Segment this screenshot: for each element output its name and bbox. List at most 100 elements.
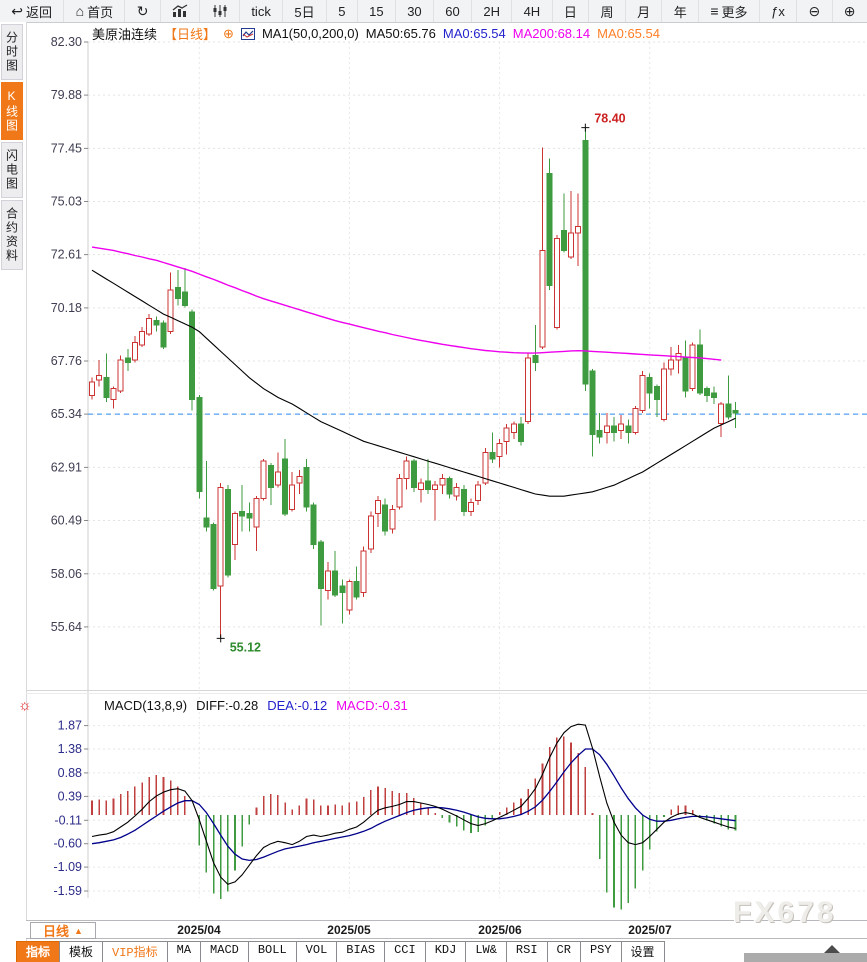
svg-text:67.76: 67.76 [51,354,82,368]
back-button[interactable]: ↩ 返回 [0,0,65,22]
date-axis-row: 日线 ▲ 2025/04 2025/05 2025/06 2025/07 [26,920,867,939]
home-icon: ⌂ [75,3,85,19]
home-button[interactable]: ⌂ 首页 [64,0,126,22]
add-indicator-icon[interactable]: ⊕ [223,25,234,41]
svg-text:-0.60: -0.60 [54,837,83,851]
svg-text:55.64: 55.64 [51,620,82,634]
macd-header: MACD(13,8,9) DIFF:-0.28 DEA:-0.12 MACD:-… [104,698,408,713]
refresh-button[interactable]: ↻ [125,0,161,22]
ma50-value: MA50:65.76 [365,26,436,41]
symbol-name: 美原油连续 [92,27,158,42]
svg-text:65.34: 65.34 [51,407,82,421]
watermark: FX678 [733,896,837,929]
svg-text:-1.09: -1.09 [54,860,83,874]
tab-kline-chart[interactable]: K线图 [1,82,23,140]
toolbar-item-label: 年 [673,4,687,20]
tick-button[interactable]: tick [240,0,284,22]
toolbar-item-label: 4H [523,3,541,19]
tab-flash-chart[interactable]: 闪电图 [1,142,23,198]
period-60-button[interactable]: 60 [434,0,473,22]
tab-macd[interactable]: MACD [200,941,249,962]
toolbar-item-label: 日 [563,4,577,20]
toolbar-item-label: 周 [600,4,614,20]
svg-text:75.03: 75.03 [51,195,82,209]
toolbar-item-label: 5 [338,3,346,19]
chart-header: 美原油连续 【日线】 ⊕ MA1(50,0,200,0) MA50:65.76 … [92,24,660,43]
svg-text:79.88: 79.88 [51,88,82,102]
candlestick-button[interactable] [200,0,241,22]
tab-cci[interactable]: CCI [384,941,426,962]
high-annotation: 78.40 [581,112,626,132]
tab-kdj[interactable]: KDJ [424,941,467,962]
toolbar-item-label: 首页 [87,4,114,20]
tab-rsi[interactable]: RSI [505,941,548,962]
macd-dea-line [91,748,736,862]
period-day-button[interactable]: 日 [553,0,590,22]
tab-lw[interactable]: LW& [465,941,507,962]
tab-cr[interactable]: CR [546,941,581,962]
period-year-button[interactable]: 年 [662,0,700,22]
horizontal-scrollbar[interactable] [744,953,867,962]
zoom-in-button[interactable]: ⊕ [833,0,867,22]
back-icon: ↩ [11,3,24,19]
period-4h-button[interactable]: 4H [512,0,553,22]
period-30-button[interactable]: 30 [396,0,434,22]
mini-chart-icon [240,27,255,40]
period-month-button[interactable]: 月 [626,0,663,22]
tab-template[interactable]: 模板 [59,941,104,962]
period-5d-button[interactable]: 5日 [283,0,327,22]
svg-text:58.06: 58.06 [51,567,82,581]
price-chart-canvas[interactable]: 82.30 79.88 77.45 75.03 72.61 70.18 67.76 65.34… [26,22,867,920]
bar-chart-button[interactable] [161,0,201,22]
tab-ma[interactable]: MA [166,941,202,962]
tab-settings[interactable]: 设置 [620,941,665,962]
tab-contract-info[interactable]: 合约资料 [1,200,23,270]
tab-psy[interactable]: PSY [579,941,622,962]
fx-button[interactable]: ƒx [760,0,798,22]
svg-text:77.45: 77.45 [51,141,82,155]
x-axis-month-label: 2025/04 [177,923,221,937]
svg-text:78.40: 78.40 [594,112,625,126]
toolbar-item-label: 更多 [721,4,748,20]
more-button[interactable]: ≡ 更多 [699,0,760,22]
period-selector[interactable]: 日线 ▲ [30,922,96,939]
toolbar-item-label: 30 [407,3,422,19]
ma200-line [91,246,722,361]
toolbar-item-label: 2H [483,3,500,19]
refresh-icon: ↻ [136,3,149,19]
x-axis-month-label: 2025/06 [478,923,522,937]
indicator-settings-icon[interactable]: ☼ [18,697,32,714]
macd-macd-value: MACD:-0.31 [336,698,408,713]
scrollbar-arrow-icon[interactable] [824,945,840,953]
toolbar-item-label: 60 [445,3,460,19]
svg-text:55.12: 55.12 [230,640,261,654]
ma0-blue-value: MA0:65.54 [442,26,506,41]
tab-vol[interactable]: VOL [295,941,338,962]
zoom-out-icon: ⊖ [808,3,821,19]
period-2h-button[interactable]: 2H [472,0,513,22]
macd-dea-value: DEA:-0.12 [267,698,328,713]
period-15-button[interactable]: 15 [358,0,396,22]
macd-diff-value: DIFF:-0.28 [196,698,259,713]
period-week-button[interactable]: 周 [589,0,626,22]
tab-timeshare-chart[interactable]: 分时图 [1,24,23,80]
svg-text:1.38: 1.38 [58,742,82,756]
tab-bias[interactable]: BIAS [336,941,386,962]
zoom-in-icon: ⊕ [843,3,856,19]
zoom-out-button[interactable]: ⊖ [797,0,833,22]
tab-vip-indicator[interactable]: VIP指标 [102,941,168,962]
ma200-value: MA200:68.14 [512,26,591,41]
candles-layer [89,127,739,639]
svg-text:0.39: 0.39 [58,789,82,803]
tab-indicator[interactable]: 指标 [16,941,61,962]
svg-text:82.30: 82.30 [51,35,82,49]
ma0-orange-value: MA0:65.54 [597,26,660,41]
svg-text:1.87: 1.87 [58,719,82,733]
svg-text:72.61: 72.61 [51,248,82,262]
main-y-axis-labels: 82.30 79.88 77.45 75.03 72.61 70.18 67.76 65.34… [51,35,88,634]
tab-boll[interactable]: BOLL [247,941,297,962]
chart-svg: 82.30 79.88 77.45 75.03 72.61 70.18 67.76 65.34… [26,35,867,910]
period-5-button[interactable]: 5 [327,0,358,22]
macd-gridlines [88,725,867,892]
